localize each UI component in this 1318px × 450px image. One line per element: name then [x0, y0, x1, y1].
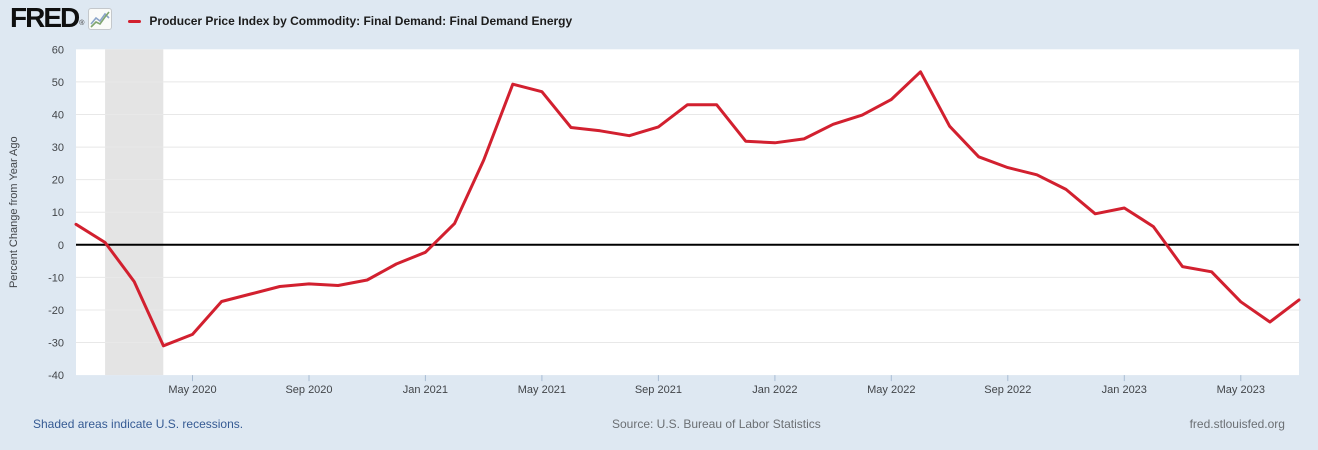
x-tick-label: May 2020	[168, 384, 216, 396]
x-tick-label: Jan 2023	[1102, 384, 1147, 396]
chart-title: Producer Price Index by Commodity: Final…	[149, 14, 573, 28]
y-tick-label: 50	[52, 77, 64, 89]
y-tick-label: 30	[52, 142, 64, 154]
x-tick-label: May 2022	[867, 384, 915, 396]
series-legend-swatch	[128, 19, 142, 23]
chart-header: FRED ® Producer Price Index by Commodity…	[10, 2, 573, 35]
y-tick-label: 0	[58, 240, 64, 252]
fred-logo-text: FRED	[10, 2, 80, 33]
y-tick-label: 40	[52, 110, 64, 122]
y-axis-title: Percent Change from Year Ago	[8, 136, 20, 288]
y-tick-label: -20	[48, 305, 64, 317]
chart-footer: Shaded areas indicate U.S. recessions. S…	[0, 417, 1318, 431]
x-tick-label: Sep 2022	[984, 384, 1031, 396]
y-tick-label: -40	[48, 370, 64, 382]
x-tick-label: May 2023	[1217, 384, 1265, 396]
y-tick-label: -30	[48, 338, 64, 350]
x-tick-label: Sep 2021	[635, 384, 682, 396]
x-tick-label: Jan 2022	[752, 384, 797, 396]
y-tick-label: -10	[48, 272, 64, 284]
series-line	[74, 70, 1301, 348]
y-tick-label: 10	[52, 207, 64, 219]
x-tick-label: Jan 2021	[403, 384, 448, 396]
registered-trademark-mark: ®	[79, 20, 85, 27]
y-tick-label: 60	[52, 44, 64, 56]
source-note: Source: U.S. Bureau of Labor Statistics	[611, 417, 821, 431]
x-tick-label: May 2021	[518, 384, 566, 396]
fred-logo[interactable]: FRED ®	[10, 2, 113, 35]
fred-logo-graph-icon	[88, 8, 113, 35]
recessions-link[interactable]: Shaded areas indicate U.S. recessions.	[33, 417, 244, 431]
y-tick-label: 20	[52, 175, 64, 187]
x-tick-label: Sep 2020	[285, 384, 332, 396]
fred-site-link[interactable]: fred.stlouisfed.org	[1189, 417, 1285, 431]
